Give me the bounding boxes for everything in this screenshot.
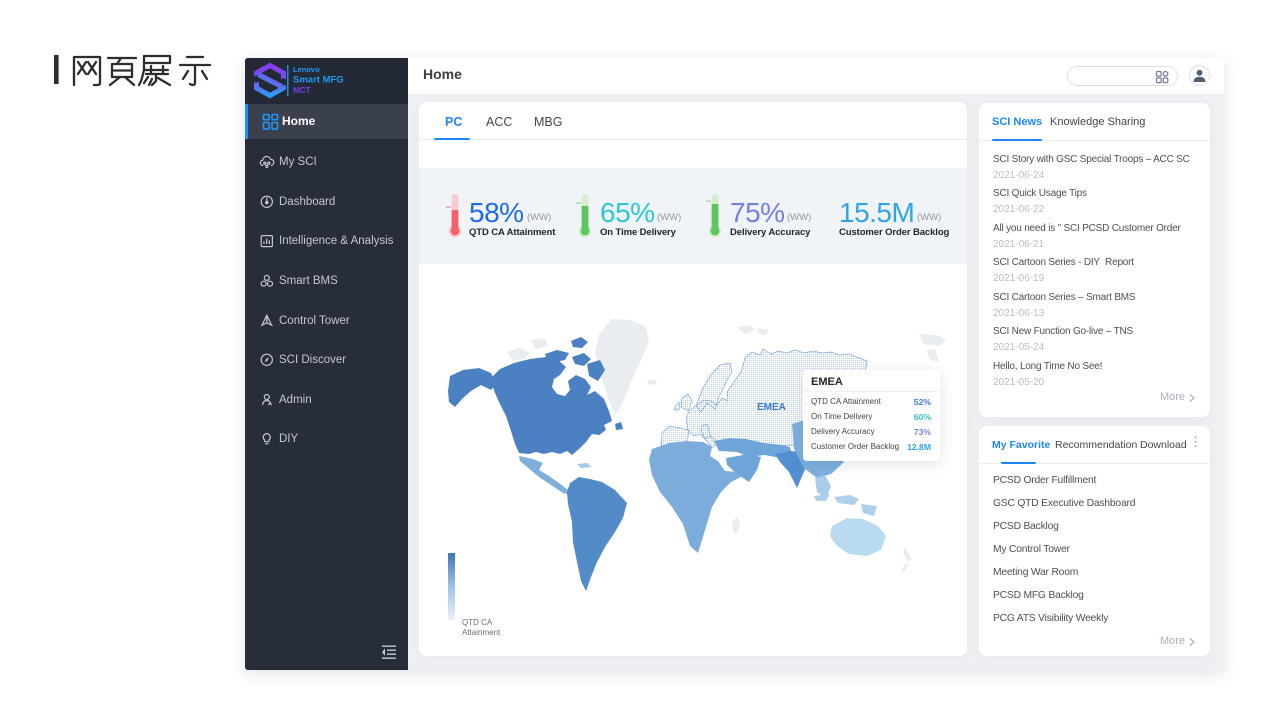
svg-text:EMEA: EMEA <box>757 402 786 413</box>
svg-text:Lenovo: Lenovo <box>293 65 320 74</box>
svg-text:Smart MFG: Smart MFG <box>293 75 344 86</box>
svg-text:MCT: MCT <box>293 86 310 95</box>
